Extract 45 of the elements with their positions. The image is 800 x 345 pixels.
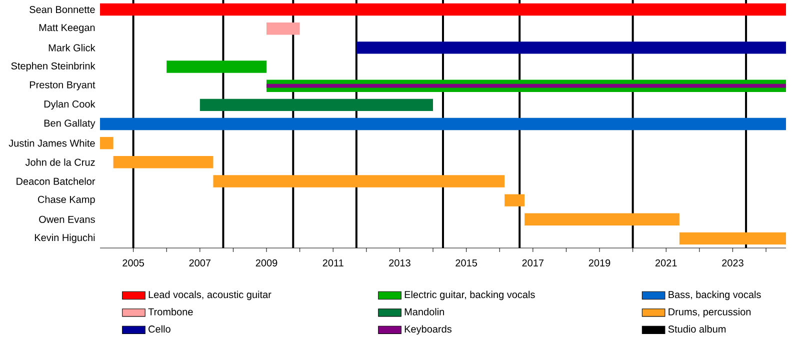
y-tick-label: Deacon Batchelor <box>16 178 96 185</box>
legend-label: Bass, backing vocals <box>668 290 761 300</box>
x-tick-label: 2017 <box>522 259 544 266</box>
x-tick-label: 2023 <box>722 259 744 266</box>
legend-label: Electric guitar, backing vocals <box>404 290 535 300</box>
bar <box>266 84 786 88</box>
bar <box>679 232 786 245</box>
bar <box>100 136 114 150</box>
bar <box>100 118 786 130</box>
bar <box>524 213 680 226</box>
x-tick-label: 2005 <box>122 259 144 266</box>
bar <box>113 156 214 168</box>
x-tick-label: 2021 <box>655 259 677 266</box>
bar <box>504 194 525 206</box>
x-tick-label: 2019 <box>588 259 610 266</box>
y-tick-label: Stephen Steinbrink <box>11 62 96 72</box>
bar <box>213 175 505 188</box>
legend-label: Trombone <box>148 308 193 316</box>
y-tick-label: Kevin Higuchi <box>34 234 95 244</box>
legend-label: Cello <box>148 325 170 333</box>
y-tick-label: Matt Keegan <box>39 24 95 34</box>
legend-label: Drums, percussion <box>668 308 751 318</box>
y-tick-label: Chase Kamp <box>38 196 95 205</box>
y-tick-label: Sean Bonnette <box>30 6 95 14</box>
bar <box>100 3 786 16</box>
x-tick-label: 2011 <box>322 259 344 266</box>
x-tick-label: 2007 <box>189 259 211 266</box>
y-tick-label: Justin James White <box>8 139 95 147</box>
x-tick-label: 2009 <box>256 259 278 266</box>
bar <box>266 22 300 35</box>
legend-label: Mandolin <box>404 308 444 316</box>
x-tick-label: 2015 <box>456 259 478 266</box>
bar <box>166 60 267 73</box>
y-tick-label: Preston Bryant <box>30 81 96 90</box>
y-tick-label: Dylan Cook <box>44 100 96 110</box>
legend-label: Lead vocals, acoustic guitar <box>148 290 272 300</box>
x-tick-label: 2013 <box>389 259 410 266</box>
y-tick-label: Mark Glick <box>48 44 96 52</box>
y-tick-label: John de la Cruz <box>25 158 95 166</box>
bar <box>356 42 786 54</box>
y-tick-label: Ben Gallaty <box>44 119 96 129</box>
legend-label: Keyboards <box>404 325 452 335</box>
bar <box>200 98 434 112</box>
legend-label: Studio album <box>668 325 726 333</box>
y-tick-label: Owen Evans <box>39 216 95 223</box>
